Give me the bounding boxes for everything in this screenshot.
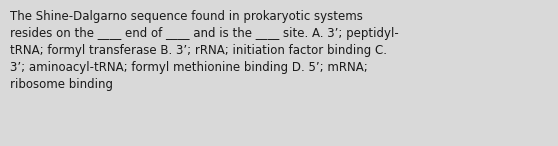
Text: The Shine-Dalgarno sequence found in prokaryotic systems: The Shine-Dalgarno sequence found in pro…	[10, 10, 363, 23]
Text: resides on the ____ end of ____ and is the ____ site. A. 3’; peptidyl-: resides on the ____ end of ____ and is t…	[10, 27, 399, 40]
Text: tRNA; formyl transferase B. 3’; rRNA; initiation factor binding C.: tRNA; formyl transferase B. 3’; rRNA; in…	[10, 44, 387, 57]
Text: 3’; aminoacyl-tRNA; formyl methionine binding D. 5’; mRNA;: 3’; aminoacyl-tRNA; formyl methionine bi…	[10, 61, 368, 74]
Text: ribosome binding: ribosome binding	[10, 78, 113, 91]
